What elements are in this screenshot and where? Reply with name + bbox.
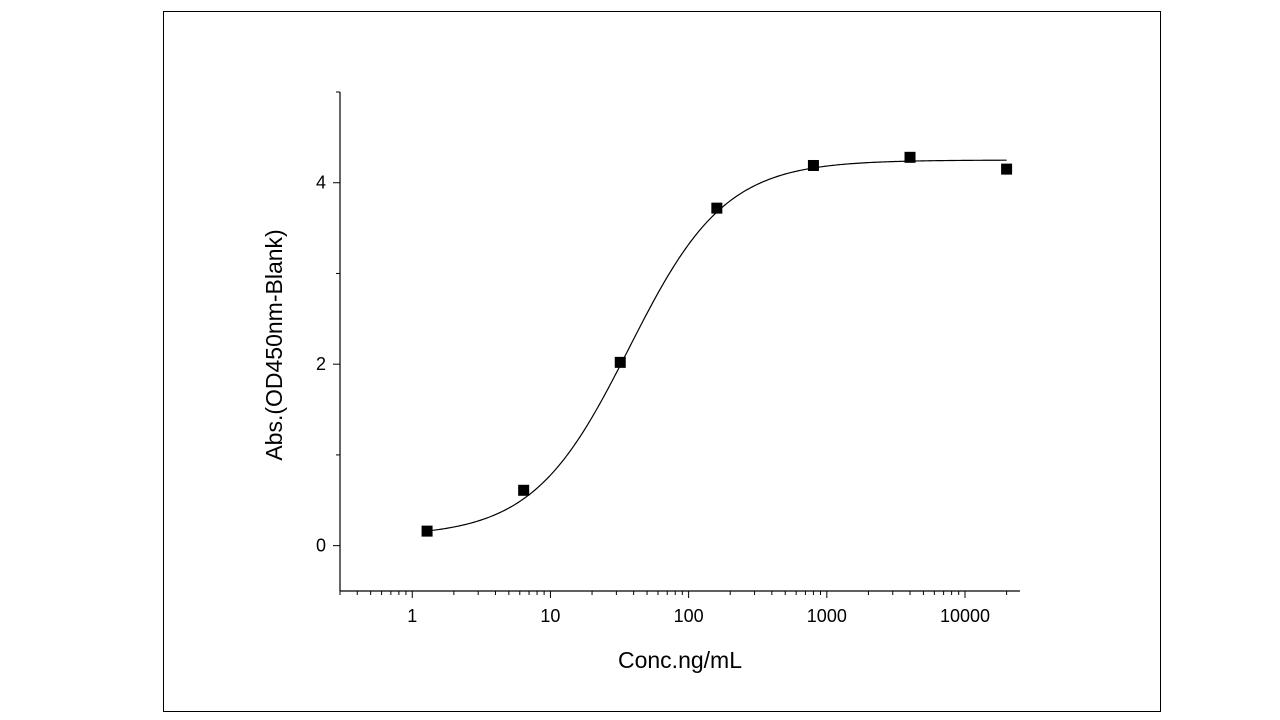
data-point xyxy=(904,151,916,163)
x-tick-label: 10000 xyxy=(940,606,990,626)
data-point xyxy=(518,484,530,496)
y-tick-label: 0 xyxy=(316,536,326,556)
data-point xyxy=(614,356,626,368)
data-point xyxy=(711,202,723,214)
ticks xyxy=(333,91,1008,598)
x-tick-label: 1 xyxy=(407,606,417,626)
y-axis-title: Abs.(OD450nm-Blank) xyxy=(261,229,287,460)
x-tick-label: 10 xyxy=(540,606,560,626)
tick-labels: 0 2 4 1 10 100 1000 10000 xyxy=(316,173,990,626)
y-tick-label: 4 xyxy=(316,173,326,193)
y-tick-label: 2 xyxy=(316,354,326,374)
x-axis-title: Conc.ng/mL xyxy=(618,647,742,673)
fit-curve xyxy=(426,159,1007,532)
axes xyxy=(339,92,1020,592)
x-tick-label: 100 xyxy=(674,606,704,626)
data-point xyxy=(807,159,819,171)
x-tick-label: 1000 xyxy=(807,606,847,626)
data-point xyxy=(1001,163,1013,175)
plot-frame xyxy=(163,11,1161,712)
data-point xyxy=(421,525,433,537)
data-points xyxy=(421,151,1013,537)
